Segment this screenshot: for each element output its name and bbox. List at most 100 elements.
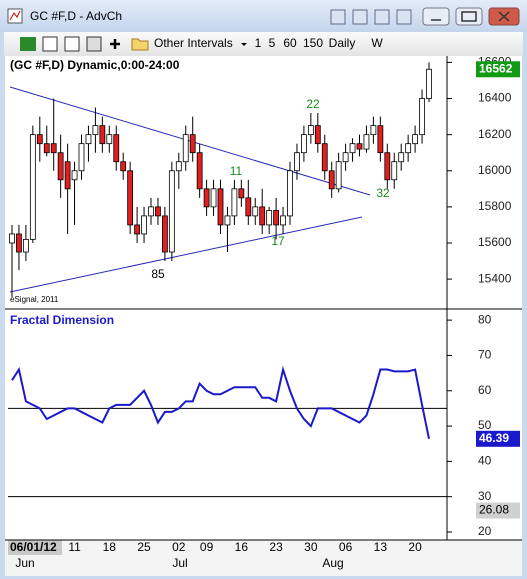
last-price-box [476, 61, 520, 78]
annotation: 22 [306, 97, 320, 111]
chart-title: (GC #F,D) Dynamic,0:00-24:00 [10, 58, 180, 72]
candle-body [210, 188, 217, 208]
candle-body [273, 210, 280, 226]
y-tick-label: 15400 [478, 271, 512, 285]
x-tick-label: 06 [339, 540, 353, 554]
dropdown-arrow[interactable] [241, 43, 247, 46]
candle-body [349, 143, 356, 154]
candle-body [85, 134, 92, 145]
button[interactable] [352, 9, 368, 25]
candle-body [120, 161, 127, 172]
candle-body [148, 206, 154, 217]
date-axis [5, 540, 522, 576]
candle-body [203, 188, 210, 208]
candle-body [370, 125, 377, 136]
tool-icon[interactable] [64, 36, 80, 52]
tool-icon[interactable] [86, 36, 102, 52]
candle-body [363, 134, 370, 150]
x-tick-label: 11 [68, 540, 81, 554]
candle-body [29, 134, 36, 240]
button[interactable] [330, 9, 346, 25]
candle-body [245, 197, 252, 217]
candle-body [412, 134, 419, 145]
candle-body [314, 125, 321, 145]
interval-button[interactable]: 150 [303, 36, 323, 50]
folder-icon[interactable] [131, 38, 149, 51]
y-tick-label: 50 [478, 418, 492, 432]
candle-body [426, 68, 432, 99]
candle-body [141, 215, 147, 235]
toolbar-icons[interactable] [20, 36, 247, 52]
y-tick-label: 16000 [478, 163, 512, 177]
x-tick-label: 13 [374, 540, 388, 554]
interval-button[interactable]: Daily [329, 36, 356, 50]
y-tick-label: 16400 [478, 91, 512, 105]
maximize-button[interactable] [455, 7, 483, 26]
candle-body [71, 170, 78, 181]
candle-body [99, 125, 106, 145]
candle-body [196, 152, 203, 190]
x-tick-label: 06/01/12 [10, 540, 57, 554]
tool-icon[interactable] [42, 36, 58, 52]
candle-body [134, 224, 141, 235]
candle-body [377, 125, 384, 154]
x-tick-label: 20 [408, 540, 422, 554]
minimize-button[interactable] [422, 7, 450, 26]
annotation: 85 [151, 267, 165, 281]
button[interactable] [374, 9, 390, 25]
y-tick-label: 30 [478, 489, 492, 503]
candle-body [22, 238, 29, 253]
x-tick-label: 16 [235, 540, 249, 554]
y-tick-label: 60 [478, 383, 492, 397]
x-tick-label: 25 [137, 540, 151, 554]
window-title: GC #F,D - AdvCh [30, 9, 122, 23]
candle-body [398, 152, 405, 163]
chart-area [5, 56, 522, 542]
annotation: 11 [230, 164, 243, 178]
candle-body [43, 143, 50, 154]
tool-icon[interactable] [20, 37, 36, 51]
interval-button[interactable]: 60 [283, 36, 297, 50]
candle-body [36, 134, 43, 145]
indicator-title: Fractal Dimension [10, 313, 114, 327]
candle-body [231, 188, 238, 217]
candle-body [168, 170, 175, 253]
indicator-line [11, 365, 430, 440]
candle-body [16, 233, 22, 253]
x-tick-label: 18 [103, 540, 117, 554]
app-icon-glyph [9, 10, 21, 21]
extra-value-box [476, 502, 520, 519]
candle-body [321, 143, 328, 172]
candle-body [384, 152, 391, 181]
x-tick-label: 30 [304, 540, 318, 554]
candle-body [113, 134, 120, 163]
interval-button[interactable]: W [371, 36, 383, 50]
interval-button[interactable]: 5 [269, 36, 276, 50]
candle-body [252, 206, 259, 217]
x-tick-label: 09 [200, 540, 214, 554]
candle-body [106, 134, 113, 145]
toolbar [4, 32, 523, 56]
candle-body [155, 206, 161, 217]
add-icon[interactable] [110, 39, 120, 49]
button[interactable] [396, 9, 412, 25]
candle-body [78, 143, 85, 172]
candle-body [419, 98, 425, 136]
trendline-lower [9, 216, 363, 293]
y-tick-label: 70 [478, 348, 492, 362]
candle-body [405, 143, 412, 154]
y-tick-label: 16200 [478, 127, 512, 141]
copyright: eSignal, 2011 [10, 295, 59, 304]
candle-body [92, 125, 99, 136]
candle-body [328, 170, 335, 190]
candle-body [175, 161, 182, 172]
candle-body [342, 152, 349, 163]
y-tick-label: 40 [478, 454, 492, 468]
month-label: Aug [322, 556, 343, 570]
title-buttons[interactable] [330, 7, 520, 26]
interval-button[interactable]: 1 [255, 36, 262, 50]
interval-menu[interactable]: Other Intervals [154, 36, 233, 50]
month-label: Jun [15, 556, 34, 570]
